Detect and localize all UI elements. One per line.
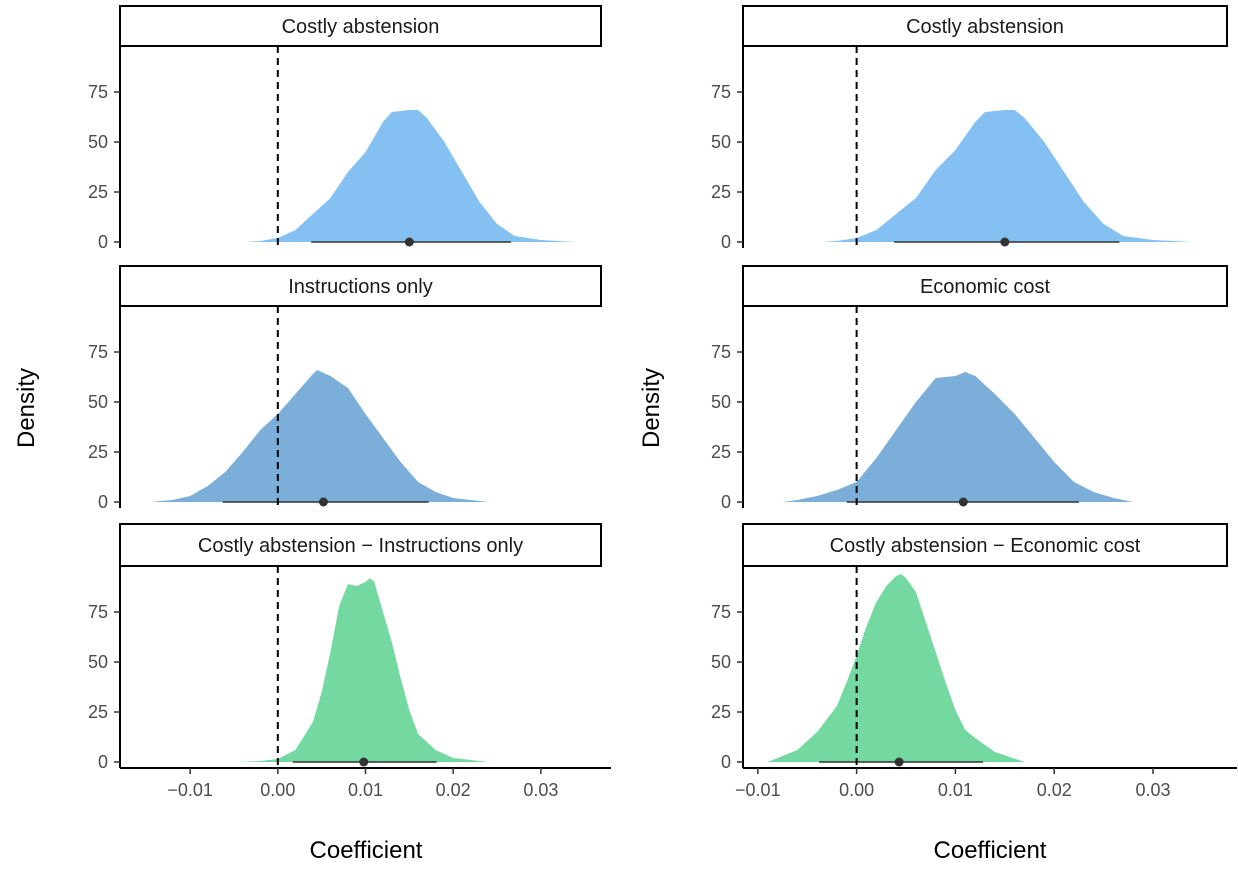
facet-panel: Costly abstension − Economic cost 0 25 50 75… — [711, 523, 1237, 800]
x-tick-label: 0.03 — [1135, 780, 1170, 800]
density-area — [247, 110, 576, 242]
point-estimate — [318, 497, 328, 507]
x-tick-label: 0.03 — [523, 780, 558, 800]
y-tick-label: 25 — [711, 442, 731, 462]
strip-label: Economic cost — [920, 276, 1050, 298]
y-tick-label: 0 — [721, 752, 731, 772]
point-estimate — [894, 757, 904, 767]
y-tick-label: 50 — [88, 392, 108, 412]
y-tick-label: 50 — [88, 652, 108, 672]
y-tick-label: 50 — [711, 392, 731, 412]
strip-box — [119, 523, 602, 567]
right-facet-column: Costly abstension 0 25 50 75 Economic cost 0 25… — [638, 5, 1237, 864]
x-tick-label: 0.00 — [839, 780, 874, 800]
strip-label: Instructions only — [288, 276, 433, 298]
y-tick-label: 50 — [711, 132, 731, 152]
facet-panel: Costly abstension 0 25 50 75 — [711, 5, 1228, 252]
x-tick-label: −0.01 — [167, 780, 213, 800]
x-tick-label: 0.02 — [1037, 780, 1072, 800]
y-tick-label: 0 — [721, 492, 731, 512]
y-axis-title: Density — [13, 368, 40, 448]
x-tick-label: −0.01 — [735, 780, 781, 800]
point-estimate — [1000, 237, 1010, 247]
density-area — [822, 110, 1193, 242]
y-tick-label: 75 — [711, 602, 731, 622]
y-tick-label: 75 — [711, 82, 731, 102]
point-estimate — [404, 237, 414, 247]
x-tick-label: 0.00 — [260, 780, 295, 800]
facet-panel: Costly abstension − Instructions only 0 25… — [88, 523, 611, 800]
y-tick-label: 50 — [711, 652, 731, 672]
y-tick-label: 75 — [88, 82, 108, 102]
y-tick-label: 25 — [88, 702, 108, 722]
y-tick-label: 0 — [98, 492, 108, 512]
point-estimate — [359, 757, 369, 767]
x-tick-label: 0.02 — [436, 780, 471, 800]
density-area — [150, 370, 489, 502]
density-area — [782, 372, 1134, 502]
y-tick-label: 25 — [88, 182, 108, 202]
y-tick-label: 0 — [721, 232, 731, 252]
y-axis-title: Density — [638, 368, 665, 448]
y-tick-label: 75 — [88, 602, 108, 622]
strip-label: Costly abstension — [906, 16, 1064, 38]
y-tick-label: 75 — [711, 342, 731, 362]
y-tick-label: 0 — [98, 232, 108, 252]
strip-label: Costly abstension − Economic cost — [830, 535, 1141, 557]
y-tick-label: 25 — [88, 442, 108, 462]
strip-label: Costly abstension − Instructions only — [198, 535, 523, 557]
facet-panel: Costly abstension 0 25 50 75 — [88, 5, 602, 252]
y-tick-label: 0 — [98, 752, 108, 772]
strip-box — [742, 265, 1228, 307]
x-axis-title: Coefficient — [310, 837, 423, 864]
y-tick-label: 25 — [711, 182, 731, 202]
x-axis-title: Coefficient — [934, 837, 1047, 864]
strip-box — [742, 5, 1228, 47]
y-tick-label: 50 — [88, 132, 108, 152]
strip-box — [119, 5, 602, 47]
point-estimate — [958, 497, 968, 507]
facet-panel: Instructions only 0 25 50 75 — [88, 265, 602, 512]
facet-panel: Economic cost 0 25 50 75 — [711, 265, 1228, 512]
strip-label: Costly abstension — [282, 16, 440, 38]
density-area — [767, 574, 1025, 762]
y-tick-label: 75 — [88, 342, 108, 362]
strip-box — [119, 265, 602, 307]
strip-box — [742, 523, 1228, 567]
x-tick-label: 0.01 — [348, 780, 383, 800]
y-tick-label: 25 — [711, 702, 731, 722]
density-area — [238, 578, 489, 762]
x-tick-label: 0.01 — [938, 780, 973, 800]
